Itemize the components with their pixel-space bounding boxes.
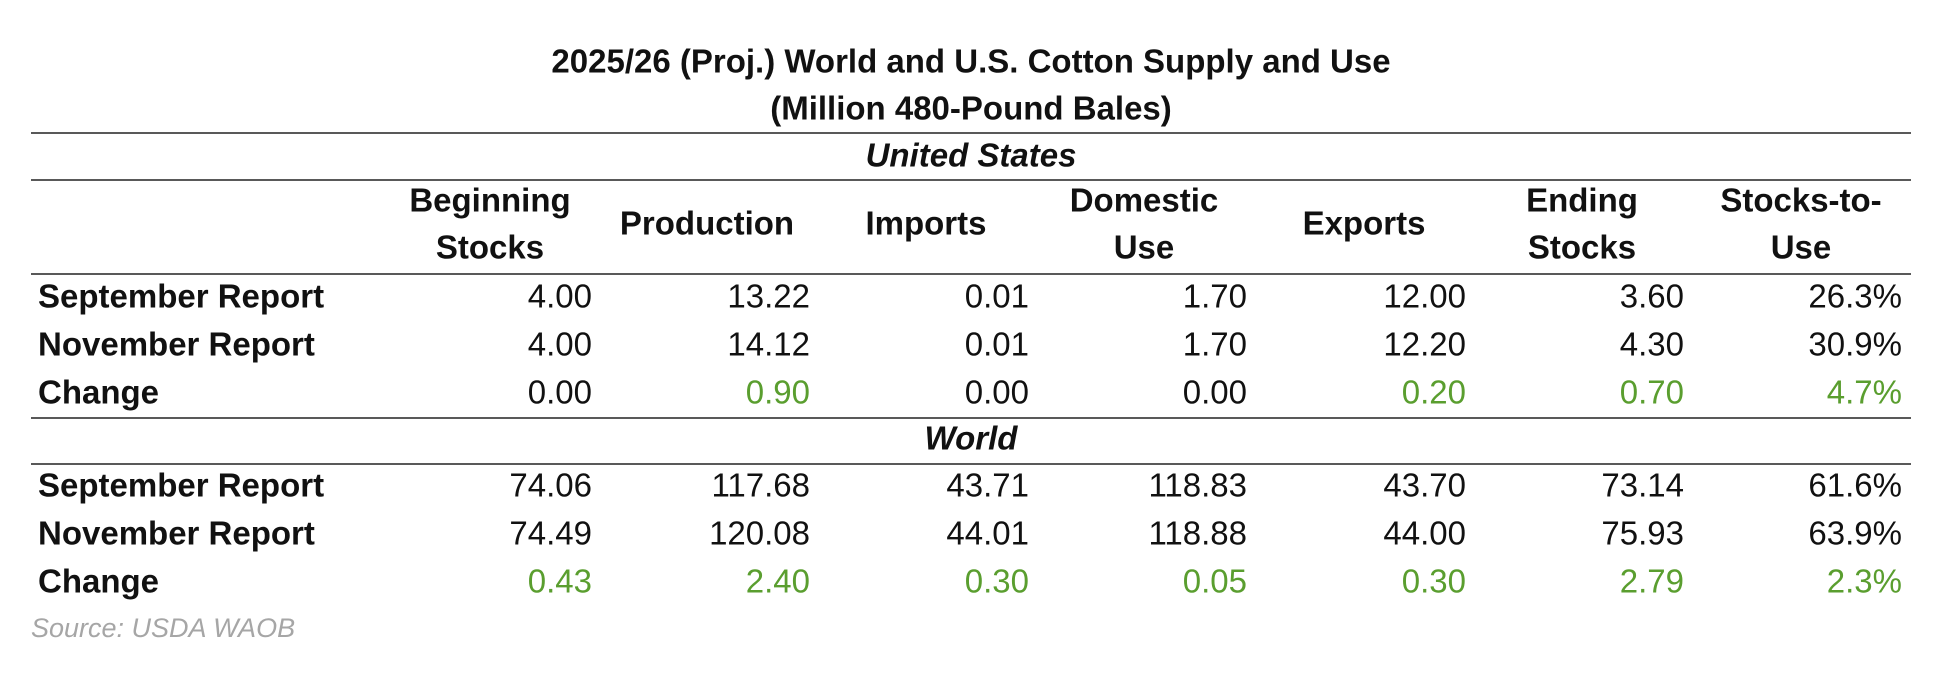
cell: 75.93 <box>1601 515 1684 552</box>
cell: 43.71 <box>946 467 1029 504</box>
row-label: November Report <box>38 326 315 363</box>
section-heading: United States <box>866 137 1077 174</box>
cell: 4.7% <box>1827 374 1902 411</box>
column-header: Stocks <box>436 229 544 266</box>
cell: 44.01 <box>946 515 1029 552</box>
row-label: Change <box>38 374 159 411</box>
cell: 0.00 <box>1183 374 1247 411</box>
cell: 1.70 <box>1183 278 1247 315</box>
cell: 14.12 <box>727 326 810 363</box>
column-header: Imports <box>865 205 986 242</box>
column-header: Use <box>1114 229 1175 266</box>
cell: 0.01 <box>965 326 1029 363</box>
cell: 63.9% <box>1808 515 1902 552</box>
row-label: Change <box>38 563 159 600</box>
title: 2025/26 (Proj.) World and U.S. Cotton Su… <box>551 43 1390 80</box>
cell: 73.14 <box>1601 467 1684 504</box>
cell: 13.22 <box>727 278 810 315</box>
column-header: Domestic <box>1070 182 1219 219</box>
cell: 12.20 <box>1383 326 1466 363</box>
row-label: September Report <box>38 278 324 315</box>
cell: 0.20 <box>1402 374 1466 411</box>
cell: 2.40 <box>746 563 810 600</box>
column-header: Exports <box>1303 205 1426 242</box>
column-header: Ending <box>1526 182 1638 219</box>
cell: 2.3% <box>1827 563 1902 600</box>
row-label: November Report <box>38 515 315 552</box>
section-heading: World <box>925 420 1019 457</box>
cell: 3.60 <box>1620 278 1684 315</box>
cell: 0.70 <box>1620 374 1684 411</box>
title: (Million 480-Pound Bales) <box>770 90 1172 127</box>
cell: 4.00 <box>528 278 592 315</box>
cell: 30.9% <box>1808 326 1902 363</box>
source-note: Source: USDA WAOB <box>31 613 295 643</box>
cell: 26.3% <box>1808 278 1902 315</box>
cell: 0.30 <box>1402 563 1466 600</box>
cell: 0.01 <box>965 278 1029 315</box>
cell: 74.06 <box>509 467 592 504</box>
cell: 1.70 <box>1183 326 1247 363</box>
column-header: Stocks-to- <box>1720 182 1881 219</box>
cell: 4.30 <box>1620 326 1684 363</box>
cell: 118.88 <box>1149 515 1247 552</box>
cell: 0.30 <box>965 563 1029 600</box>
cell: 120.08 <box>709 515 810 552</box>
cell: 44.00 <box>1383 515 1466 552</box>
column-header: Beginning <box>409 182 570 219</box>
column-header: Stocks <box>1528 229 1636 266</box>
cell: 2.79 <box>1620 563 1684 600</box>
cell: 0.43 <box>528 563 592 600</box>
cell: 12.00 <box>1383 278 1466 315</box>
row-label: September Report <box>38 467 324 504</box>
cell: 61.6% <box>1808 467 1902 504</box>
column-header: Production <box>620 205 794 242</box>
cell: 0.90 <box>746 374 810 411</box>
cell: 43.70 <box>1383 467 1466 504</box>
cell: 118.83 <box>1149 467 1247 504</box>
cell: 0.00 <box>528 374 592 411</box>
cell: 0.05 <box>1183 563 1247 600</box>
cell: 74.49 <box>509 515 592 552</box>
cell: 0.00 <box>965 374 1029 411</box>
cell: 117.68 <box>712 467 810 504</box>
cell: 4.00 <box>528 326 592 363</box>
column-header: Use <box>1771 229 1832 266</box>
